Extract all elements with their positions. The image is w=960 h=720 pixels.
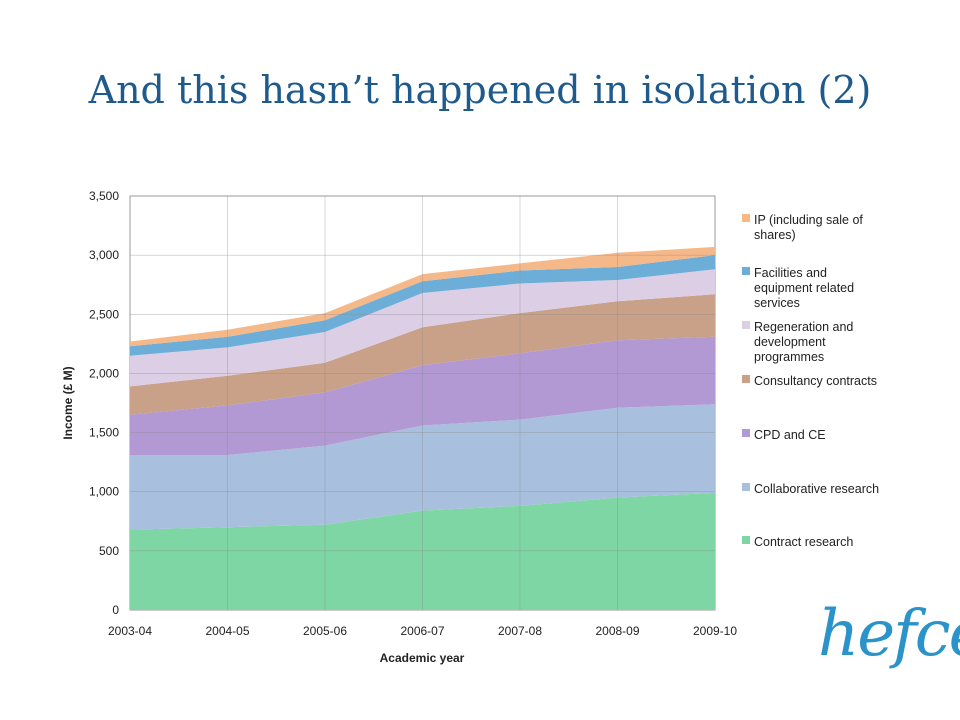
x-tick-label: 2009-10 xyxy=(693,624,737,638)
y-tick-label: 2,500 xyxy=(89,307,119,321)
y-tick-label: 3,500 xyxy=(89,189,119,203)
x-tick-label: 2003-04 xyxy=(108,624,152,638)
y-tick-label: 2,000 xyxy=(89,366,119,380)
legend-swatch xyxy=(742,321,750,329)
y-tick-label: 500 xyxy=(99,544,119,558)
legend-swatch xyxy=(742,536,750,544)
legend-label: programmes xyxy=(754,350,824,364)
y-axis-label: Income (£ M) xyxy=(61,366,75,439)
x-tick-label: 2006-07 xyxy=(400,624,444,638)
legend-label: shares) xyxy=(754,228,796,242)
legend-swatch xyxy=(742,214,750,222)
area-facilities-and-equipment-related-services xyxy=(130,255,715,356)
legend-label: Collaborative research xyxy=(754,482,879,496)
x-tick-label: 2008-09 xyxy=(595,624,639,638)
legend-label: Contract research xyxy=(754,535,853,549)
x-tick-label: 2005-06 xyxy=(303,624,347,638)
legend-label: Consultancy contracts xyxy=(754,374,877,388)
legend-label: CPD and CE xyxy=(754,428,826,442)
area-regeneration-and-development-programmes xyxy=(130,269,715,387)
legend-swatch xyxy=(742,267,750,275)
legend-label: Regeneration and xyxy=(754,320,853,334)
legend-label: development xyxy=(754,335,826,349)
hefce-logo: hefce xyxy=(818,597,960,671)
legend-swatch xyxy=(742,375,750,383)
y-tick-label: 3,000 xyxy=(89,248,119,262)
slide-title: And this hasn’t happened in isolation (2… xyxy=(88,68,872,112)
area-ip-including-sale-of-shares xyxy=(130,246,715,347)
y-tick-label: 0 xyxy=(112,603,119,617)
x-tick-label: 2007-08 xyxy=(498,624,542,638)
legend-swatch xyxy=(742,483,750,491)
legend-label: services xyxy=(754,296,800,310)
y-tick-label: 1,000 xyxy=(89,485,119,499)
legend-label: equipment related xyxy=(754,281,854,295)
legend-swatch xyxy=(742,429,750,437)
legend-label: IP (including sale of xyxy=(754,213,863,227)
y-tick-label: 1,500 xyxy=(89,426,119,440)
x-axis-label: Academic year xyxy=(380,651,465,665)
legend-label: Facilities and xyxy=(754,266,827,280)
x-tick-label: 2004-05 xyxy=(205,624,249,638)
